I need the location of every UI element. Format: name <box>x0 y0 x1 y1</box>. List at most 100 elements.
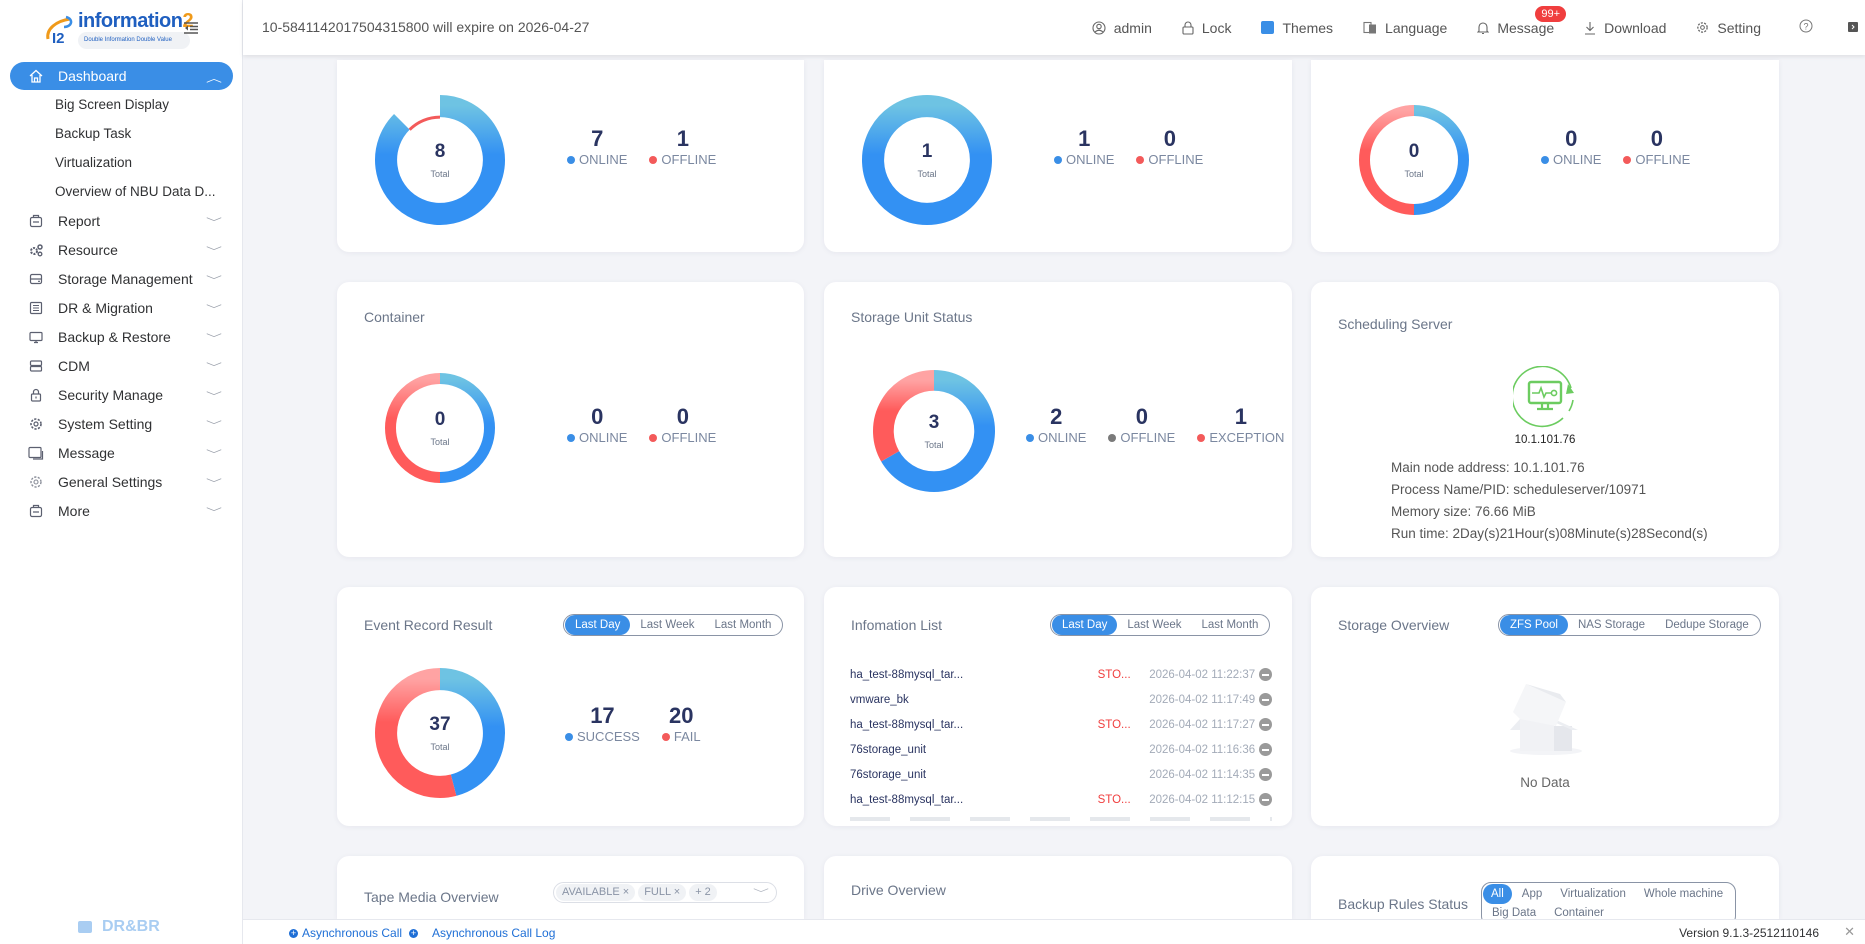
sidebar-item-message[interactable]: Message ﹀ <box>0 438 243 467</box>
collapse-menu-icon[interactable] <box>184 22 200 36</box>
minus-circle-icon[interactable] <box>1259 718 1272 731</box>
tag-more-count: + 2 <box>689 884 717 901</box>
scheduling-server-details: Main node address: 10.1.101.76 Process N… <box>1391 457 1708 545</box>
tab-all[interactable]: All <box>1483 883 1512 904</box>
sidebar-subitem-backup-task[interactable]: Backup Task <box>55 126 132 141</box>
sidebar-item-backup-restore[interactable]: Backup & Restore ﹀ <box>0 322 243 351</box>
download-button[interactable]: Download <box>1584 20 1666 36</box>
donut-slice-online <box>881 370 995 492</box>
tab-big-data[interactable]: Big Data <box>1492 907 1537 919</box>
tab-app[interactable]: App <box>1521 887 1543 900</box>
sidebar-item-more[interactable]: More ﹀ <box>0 496 243 525</box>
list-item[interactable]: ha_test-88mysql_tar... STO... 2026-04-02 1… <box>850 662 1272 687</box>
tab-last-month[interactable]: Last Month <box>714 619 772 631</box>
storage-unit-status-card: Storage Unit Status 3 Total 2 ONLINE 0 OFFL… <box>824 282 1292 557</box>
donut-slice-offline <box>408 115 441 131</box>
sidebar-item-storage-management[interactable]: Storage Management ﹀ <box>0 264 243 293</box>
donut-chart: 0 Total <box>1358 104 1470 216</box>
tab-whole-machine[interactable]: Whole machine <box>1643 887 1724 900</box>
footer-bar: + Asynchronous Call + Asynchronous Call … <box>243 919 1865 944</box>
minus-circle-icon[interactable] <box>1259 793 1272 806</box>
item-name: 76storage_unit <box>850 768 927 781</box>
tag-close-icon[interactable]: × <box>622 886 630 898</box>
stat-value: 0 <box>1135 404 1148 429</box>
tab-dedupe-storage[interactable]: Dedupe Storage <box>1665 619 1749 631</box>
close-icon[interactable]: ✕ <box>1844 924 1855 939</box>
help-button[interactable]: ? <box>1799 19 1813 36</box>
tab-last-day[interactable]: Last Day <box>1052 615 1118 635</box>
donut-total: 3 <box>928 412 940 433</box>
tag-available: AVAILABLE × <box>556 884 636 901</box>
language-icon <box>1363 21 1377 35</box>
stat-value: 1 <box>1234 404 1247 429</box>
item-name: ha_test-88mysql_tar... <box>850 793 964 806</box>
language-button[interactable]: Language <box>1363 20 1447 36</box>
minus-circle-icon[interactable] <box>1259 768 1272 781</box>
tab-container[interactable]: Container <box>1554 907 1604 919</box>
donut-slice-fail <box>375 668 457 798</box>
sidebar-item-system-setting[interactable]: System Setting ﹀ <box>0 409 243 438</box>
sidebar-item-label: Resource <box>58 241 118 258</box>
sidebar-item-label: More <box>58 502 90 519</box>
sidebar-item-resource[interactable]: Resource ﹀ <box>0 235 243 264</box>
list-item[interactable]: vmware_bk 2026-04-02 11:17:49 <box>850 687 1272 712</box>
exception-dot-icon <box>1197 433 1206 442</box>
asynchronous-call-link[interactable]: + Asynchronous Call <box>289 926 402 940</box>
tab-last-month[interactable]: Last Month <box>1201 619 1259 631</box>
list-item[interactable]: 76storage_unit 2026-04-02 11:16:36 <box>850 737 1272 762</box>
sidebar-item-dr-migration[interactable]: DR & Migration ﹀ <box>0 293 243 322</box>
tag-close-icon[interactable]: × <box>673 886 681 898</box>
stats-group: 1 ONLINE 0 OFFLINE <box>1054 128 1225 167</box>
tab-nas-storage[interactable]: NAS Storage <box>1577 619 1646 631</box>
sidebar-item-cdm[interactable]: CDM ﹀ <box>0 351 243 380</box>
minus-circle-icon[interactable] <box>1259 668 1272 681</box>
donut-center: 8 Total <box>374 94 506 226</box>
online-dot-icon <box>1054 155 1062 164</box>
setting-button[interactable]: Setting <box>1696 20 1761 36</box>
tab-virtualization[interactable]: Virtualization <box>1560 887 1626 900</box>
list-item[interactable]: ha_test-88mysql_tar... STO... 2026-04-02 1… <box>850 712 1272 737</box>
sidebar-item-report[interactable]: Report ﹀ <box>0 206 243 235</box>
sidebar-subitem-virtualization[interactable]: Virtualization <box>55 155 133 170</box>
tag-label: FULL <box>644 886 671 898</box>
donut-chart: 37 Total <box>374 667 506 799</box>
gear-icon <box>28 416 44 432</box>
themes-button[interactable]: Themes <box>1261 20 1333 36</box>
sidebar-item-label: Storage Management <box>58 270 193 287</box>
list-icon <box>28 300 44 316</box>
sidebar-item-dashboard[interactable]: Dashboard ︿ <box>10 62 233 90</box>
folder-icon <box>78 921 92 933</box>
logout-button[interactable] <box>1847 20 1859 36</box>
tab-last-week[interactable]: Last Week <box>1127 619 1182 631</box>
asynchronous-call-log-link[interactable]: + Asynchronous Call Log <box>409 926 555 940</box>
online-dot-icon <box>567 155 575 164</box>
stat-value: 0 <box>1565 126 1578 151</box>
sidebar-item-general-settings[interactable]: General Settings ﹀ <box>0 467 243 496</box>
donut-total: 0 <box>434 409 446 430</box>
lock-button[interactable]: Lock <box>1182 20 1231 36</box>
sidebar-item-label: General Settings <box>58 473 163 490</box>
logo: I2 information2 Double Information Doubl… <box>44 11 194 49</box>
tab-zfs-pool[interactable]: ZFS Pool <box>1500 615 1568 635</box>
sidebar-subitem-big-screen[interactable]: Big Screen Display <box>55 97 170 112</box>
container-card: Container 0 Total 0 ONLINE 0 OFFLINE <box>337 282 804 557</box>
tab-last-week[interactable]: Last Week <box>640 619 695 631</box>
lock-icon <box>1182 21 1194 35</box>
list-item[interactable]: ha_test-88mysql_tar... STO... 2026-04-02 1… <box>850 787 1272 812</box>
user-menu[interactable]: admin <box>1092 20 1152 36</box>
footer-brand: DR&BR <box>78 918 160 936</box>
message-button[interactable]: Message 99+ <box>1477 5 1566 36</box>
chevron-down-icon[interactable]: ﹀ <box>753 889 769 900</box>
tab-last-day[interactable]: Last Day <box>565 615 631 635</box>
minus-circle-icon[interactable] <box>1259 693 1272 706</box>
sidebar-item-security-manage[interactable]: Security Manage ﹀ <box>0 380 243 409</box>
help-icon: ? <box>1799 19 1813 36</box>
list-item[interactable]: 76storage_unit 2026-04-02 11:14:35 <box>850 762 1272 787</box>
storage-overview-card: Storage Overview ZFS Pool NAS Storage De… <box>1311 587 1779 826</box>
sidebar-subitem-nbu-overview[interactable]: Overview of NBU Data D... <box>55 184 216 199</box>
donut-slice-offline <box>385 373 441 483</box>
stat-offline: 0 OFFLINE <box>1108 406 1175 445</box>
tape-status-select[interactable]: AVAILABLE × FULL × + 2 ﹀ <box>553 882 777 903</box>
minus-circle-icon[interactable] <box>1259 743 1272 756</box>
donut-total: 37 <box>429 714 451 735</box>
